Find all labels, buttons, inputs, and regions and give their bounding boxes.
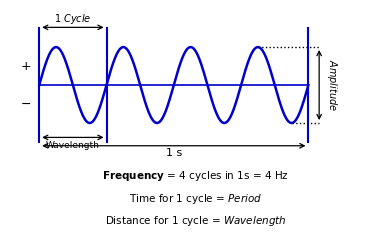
Text: Distance for 1 cycle = $\bf{\it{Wavelength}}$: Distance for 1 cycle = $\bf{\it{Waveleng… — [105, 214, 286, 228]
Text: 1 s: 1 s — [166, 148, 182, 158]
Text: $\bf{Frequency}$ = 4 cycles in 1s = 4 Hz: $\bf{Frequency}$ = 4 cycles in 1s = 4 Hz — [102, 169, 289, 183]
Text: 1 $\bf{\it{Cycle}}$: 1 $\bf{\it{Cycle}}$ — [54, 12, 91, 26]
Text: Wavelength: Wavelength — [46, 141, 100, 150]
Text: −: − — [21, 98, 31, 110]
Text: $\bf{\it{Amplitude}}$: $\bf{\it{Amplitude}}$ — [325, 59, 339, 111]
Text: +: + — [21, 60, 31, 72]
Text: Time for 1 cycle = $\bf{\it{Period}}$: Time for 1 cycle = $\bf{\it{Period}}$ — [129, 192, 262, 206]
